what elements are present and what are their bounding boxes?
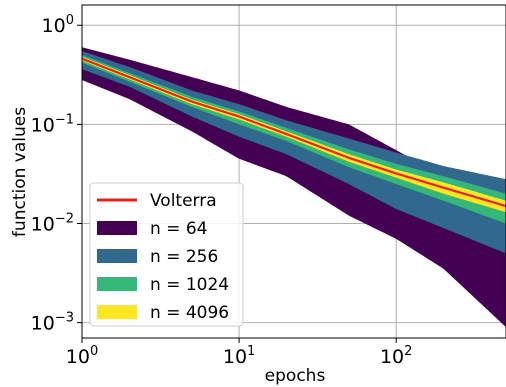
legend-swatch-3	[97, 305, 137, 319]
x-tick-label-1: 101	[223, 344, 255, 368]
x-tick-label-2: 102	[380, 344, 412, 368]
band-0	[82, 47, 506, 328]
y-tick-label-0: 100	[42, 13, 74, 37]
x-tick-label-0: 100	[66, 344, 98, 368]
y-axis-label: function values	[10, 107, 30, 237]
plot-frame	[81, 4, 506, 339]
ticks: 100 101 102 100 10−1 10−2 10−3	[31, 13, 413, 368]
y-tick-label-1: 10−1	[31, 112, 74, 136]
x-axis-label: epochs	[265, 366, 326, 386]
legend-swatch-0	[97, 221, 137, 235]
legend-label-1: n = 256	[150, 247, 218, 267]
legend-label-3: n = 4096	[150, 303, 229, 323]
legend-label-0: n = 64	[150, 219, 207, 239]
y-tick-label-3: 10−3	[31, 311, 74, 335]
bands	[82, 47, 506, 328]
legend-swatch-2	[97, 277, 137, 291]
band-3	[82, 56, 506, 213]
legend-label-2: n = 1024	[150, 275, 229, 295]
legend: Volterra n = 64 n = 256 n = 1024 n = 4096	[89, 182, 244, 327]
legend-swatch-1	[97, 249, 137, 263]
y-tick-label-2: 10−2	[31, 212, 74, 236]
series-line	[82, 57, 506, 208]
legend-label-volterra: Volterra	[150, 191, 217, 211]
volterra-line	[82, 57, 506, 208]
